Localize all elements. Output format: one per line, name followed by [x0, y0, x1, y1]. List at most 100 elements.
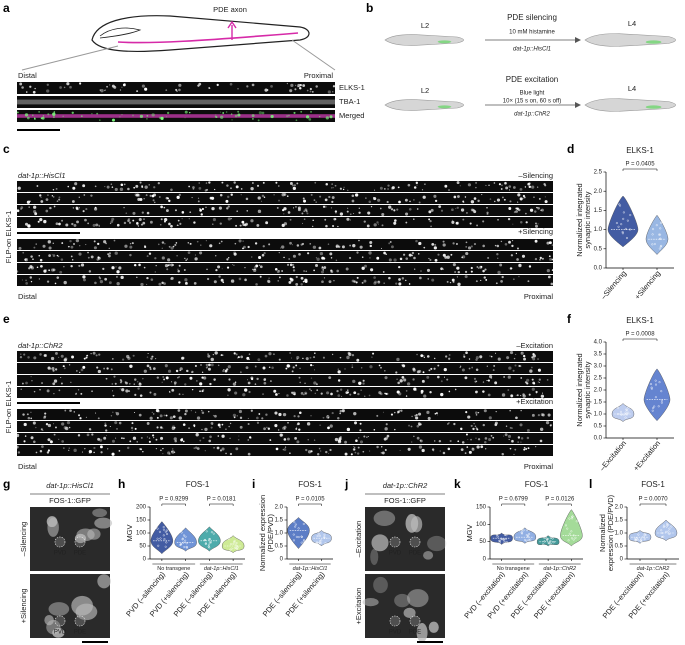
- punctum: [416, 208, 419, 210]
- punctum: [134, 411, 136, 413]
- punctum: [310, 110, 313, 113]
- punctum: [474, 380, 477, 383]
- punctum: [515, 353, 517, 356]
- punctum: [209, 87, 211, 90]
- punctum: [38, 111, 41, 113]
- data-point: [319, 541, 322, 544]
- punctum: [314, 352, 316, 355]
- punctum: [64, 409, 67, 412]
- category-label: –Silencing: [599, 269, 628, 301]
- y-tick-label: 1.5: [594, 208, 603, 214]
- punctum: [148, 252, 152, 255]
- punctum: [448, 422, 450, 424]
- punctum: [141, 186, 144, 189]
- punctum: [263, 427, 266, 431]
- punctum: [551, 269, 554, 271]
- punctum: [284, 428, 286, 430]
- punctum: [422, 371, 425, 374]
- punctum: [178, 416, 182, 420]
- punctum: [409, 200, 411, 203]
- distal-label: Distal: [18, 292, 37, 301]
- data-point: [292, 533, 295, 536]
- group-label: dat-1p::ChR2: [637, 566, 670, 572]
- data-point: [660, 529, 663, 532]
- punctum: [538, 197, 541, 200]
- y-tick-label: 1.0: [275, 531, 284, 537]
- punctum: [268, 366, 271, 369]
- punctum: [239, 224, 242, 227]
- punctum: [315, 85, 318, 88]
- cell-body: [362, 598, 379, 607]
- punctum: [43, 416, 46, 419]
- punctum: [238, 409, 243, 414]
- data-point: [668, 533, 671, 536]
- punctum: [94, 185, 97, 188]
- punctum: [98, 353, 101, 356]
- punctum: [96, 258, 100, 261]
- punctum: [38, 254, 41, 257]
- punctum: [509, 350, 514, 355]
- punctum: [118, 421, 122, 425]
- punctum: [187, 251, 191, 254]
- punctum: [295, 364, 298, 367]
- punctum: [29, 200, 31, 203]
- punctum: [184, 278, 188, 282]
- data-point: [526, 529, 529, 532]
- punctum: [170, 188, 173, 192]
- punctum: [396, 208, 399, 211]
- punctum: [158, 116, 162, 120]
- punctum: [394, 219, 397, 222]
- punctum: [453, 195, 457, 199]
- punctum: [288, 258, 291, 260]
- punctum: [188, 218, 190, 220]
- punctum: [362, 379, 365, 382]
- punctum: [110, 415, 113, 417]
- punctum: [548, 255, 551, 258]
- punctum: [226, 368, 229, 371]
- data-point: [300, 535, 303, 538]
- punctum: [73, 223, 77, 227]
- punctum: [70, 264, 73, 268]
- punctum: [20, 208, 22, 210]
- punctum: [292, 391, 296, 396]
- punctum: [408, 283, 411, 285]
- punctum: [79, 82, 82, 85]
- punctum: [26, 116, 30, 120]
- punctum: [25, 222, 29, 226]
- punctum: [69, 239, 72, 243]
- punctum: [324, 205, 327, 208]
- punctum: [55, 351, 58, 355]
- punctum: [332, 187, 334, 189]
- punctum: [241, 220, 245, 224]
- micrograph: [17, 375, 553, 386]
- punctum: [475, 390, 478, 394]
- punctum: [163, 217, 168, 222]
- punctum: [235, 224, 238, 227]
- punctum: [515, 207, 518, 210]
- channel-label: ELKS-1: [339, 83, 365, 92]
- punctum: [210, 363, 214, 367]
- punctum: [406, 382, 411, 386]
- punctum: [250, 377, 254, 381]
- punctum: [405, 257, 409, 260]
- punctum: [184, 412, 187, 416]
- data-point: [525, 534, 528, 537]
- rule: [291, 39, 336, 71]
- punctum: [171, 450, 173, 453]
- data-point: [653, 405, 656, 408]
- punctum: [201, 390, 204, 393]
- punctum: [325, 450, 328, 454]
- punctum: [95, 354, 98, 357]
- punctum: [331, 411, 334, 415]
- punctum: [303, 199, 307, 203]
- punctum: [325, 116, 329, 120]
- punctum: [140, 282, 144, 287]
- punctum: [218, 206, 222, 210]
- punctum: [428, 257, 430, 260]
- punctum: [205, 363, 209, 367]
- punctum: [475, 414, 478, 416]
- punctum: [464, 376, 468, 380]
- punctum: [118, 449, 121, 452]
- cell-body: [423, 550, 434, 560]
- punctum: [442, 253, 446, 257]
